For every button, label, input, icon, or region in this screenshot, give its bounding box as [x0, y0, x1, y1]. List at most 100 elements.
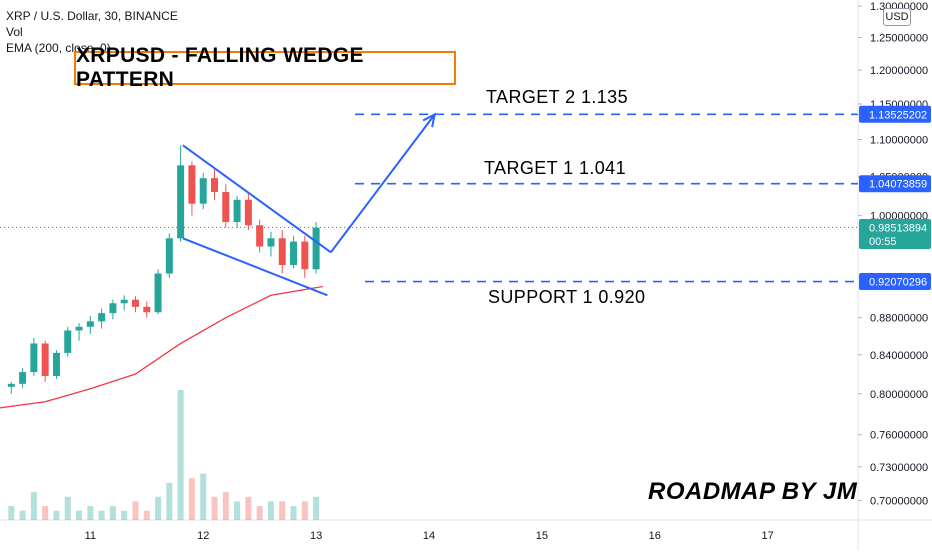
- price-tick-label: 0.76000000: [870, 430, 928, 442]
- volume-bar: [234, 501, 241, 520]
- candle-body: [177, 165, 185, 239]
- candle: [120, 295, 128, 311]
- volume-bar: [53, 510, 60, 520]
- candle-body: [64, 330, 72, 353]
- volume-bar: [313, 496, 320, 520]
- candle: [222, 184, 230, 228]
- target-2-label: TARGET 2 1.135: [486, 87, 628, 107]
- volume-bar: [19, 510, 26, 520]
- volume-bar: [76, 510, 83, 520]
- candle: [154, 269, 162, 315]
- projection-arrowhead: [422, 112, 437, 128]
- volume-bar: [30, 492, 37, 520]
- candle: [131, 296, 139, 313]
- volume-bar: [64, 496, 71, 520]
- time-tick-label: 11: [85, 530, 96, 542]
- volume-bar: [166, 482, 173, 520]
- candle-body: [52, 352, 60, 376]
- candle-body: [312, 227, 320, 270]
- candle-body: [120, 299, 128, 304]
- volume-bar: [222, 492, 229, 520]
- candle-body: [188, 165, 196, 204]
- volume-bar: [155, 496, 162, 520]
- price-badge-label: 0.92070296: [869, 277, 927, 289]
- candle-body: [244, 199, 252, 226]
- ema-200-line: [0, 285, 323, 409]
- candle: [312, 222, 320, 274]
- candle-body: [154, 273, 162, 313]
- volume-bar: [290, 506, 297, 520]
- volume-bar: [98, 510, 105, 520]
- candle: [256, 219, 264, 253]
- price-tick-label: 1.25000000: [870, 32, 928, 44]
- projection-arrow-line: [329, 113, 436, 253]
- candle-body: [278, 238, 286, 265]
- volume-bar: [279, 501, 286, 520]
- support-1-label: SUPPORT 1 0.920: [488, 287, 646, 307]
- wedge-lower-line: [182, 237, 328, 297]
- price-tick-label: 0.80000000: [870, 389, 928, 401]
- candle-body: [290, 241, 298, 265]
- symbol-label[interactable]: XRP / U.S. Dollar, 30, BINANCE: [6, 9, 178, 23]
- price-badge-label: 1.04073859: [869, 179, 927, 191]
- candle: [86, 315, 94, 335]
- candle-body: [267, 238, 275, 247]
- volume-bar: [245, 496, 252, 520]
- candle: [233, 195, 241, 228]
- time-tick-label: 12: [197, 530, 209, 542]
- candle-body: [301, 241, 309, 270]
- candle: [109, 299, 117, 320]
- time-tick-label: 17: [762, 530, 774, 542]
- volume-bar: [109, 506, 116, 520]
- volume-bar: [267, 501, 274, 520]
- time-tick-label: 14: [423, 530, 435, 542]
- candle-body: [199, 178, 207, 204]
- candle-body: [131, 299, 139, 307]
- volume-bar: [132, 501, 139, 520]
- candle: [267, 231, 275, 257]
- candle: [244, 193, 252, 231]
- candle-body: [233, 199, 241, 223]
- price-badge: [859, 105, 931, 123]
- volume-bar: [301, 501, 308, 520]
- price-badge: [859, 175, 931, 193]
- currency-selector[interactable]: USD: [883, 8, 911, 26]
- candle-body: [7, 383, 15, 387]
- candle: [19, 368, 27, 388]
- candle: [199, 172, 207, 210]
- wedge-upper-line: [182, 144, 332, 254]
- candle: [41, 340, 49, 382]
- price-badge-label: 0.98513894: [869, 223, 927, 235]
- candle: [290, 235, 298, 269]
- volume-label[interactable]: Vol: [6, 25, 23, 39]
- candle-body: [165, 238, 173, 274]
- target-1-label: TARGET 1 1.041: [484, 158, 626, 178]
- price-badge: [859, 219, 931, 250]
- volume-bar: [200, 473, 207, 520]
- volume-bar: [188, 478, 195, 520]
- candle-body: [86, 321, 94, 327]
- candle: [188, 161, 196, 216]
- candle-body: [222, 191, 230, 223]
- candle-body: [41, 343, 49, 376]
- price-tick-label: 0.70000000: [870, 495, 928, 507]
- candle: [75, 323, 83, 341]
- candle: [64, 326, 72, 357]
- price-tick-label: 1.10000000: [870, 134, 928, 146]
- candle-body: [30, 343, 38, 373]
- candle: [211, 167, 218, 200]
- candle-body: [19, 372, 27, 384]
- volume-bar: [121, 510, 128, 520]
- volume-bar: [87, 506, 94, 520]
- candle: [7, 381, 15, 394]
- price-countdown-label: 00:55: [869, 236, 897, 248]
- candle-body: [98, 313, 106, 322]
- candle-body: [256, 225, 264, 247]
- price-badge: [859, 273, 931, 291]
- volume-bar: [177, 390, 184, 520]
- candle: [177, 145, 185, 242]
- volume-bar: [143, 510, 150, 520]
- author-signature: ROADMAP BY JM: [648, 478, 858, 505]
